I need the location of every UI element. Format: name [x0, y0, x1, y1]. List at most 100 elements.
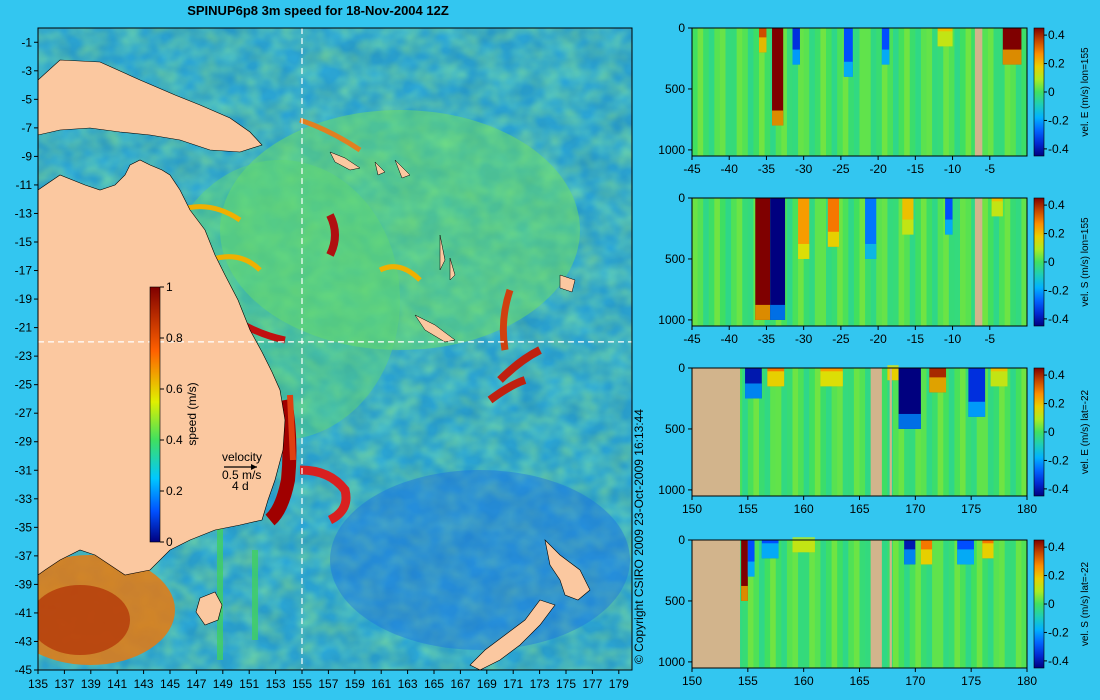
map-x-tick-label: 137 [54, 677, 74, 691]
map-y-tick-label: -31 [15, 463, 33, 477]
map-x-tick-label: 173 [530, 677, 550, 691]
section-y-tick-label: 1000 [658, 655, 685, 669]
section-stripe [703, 198, 710, 326]
section-colorbar-tick-label: -0.2 [1048, 113, 1069, 127]
southern-ocean-hot-core [38, 585, 130, 655]
section-stripe [971, 198, 978, 326]
section-stripe [865, 368, 872, 496]
map-y-tick-label: -7 [21, 121, 32, 135]
section-stripe [725, 198, 732, 326]
section-stripe [881, 368, 888, 496]
section-stripe [697, 28, 704, 156]
section-land [870, 540, 882, 668]
ocean-green-zone [220, 110, 580, 350]
map-x-tick-label: 159 [345, 677, 365, 691]
section-stripe [1021, 368, 1028, 496]
section-stripe [937, 198, 944, 326]
section-stripe [1010, 368, 1017, 496]
section-stripe [853, 28, 860, 156]
section-stripe [848, 540, 855, 668]
section-stripe [753, 368, 760, 496]
speed-colorbar-tick-label: 0.2 [166, 484, 183, 498]
section-stripe [1015, 368, 1022, 496]
section-stripe [742, 540, 749, 668]
section-stripe [742, 28, 749, 156]
section-stripe [987, 368, 994, 496]
section-stripe [960, 28, 967, 156]
section-stripe [859, 198, 866, 326]
section-x-tick-label: 175 [961, 674, 981, 688]
section-feature-fade [865, 243, 877, 259]
section-stripe [999, 198, 1006, 326]
map-y-tick-label: -41 [15, 606, 33, 620]
section-stripe [965, 28, 972, 156]
section-feature [843, 28, 853, 77]
section-stripe [915, 28, 922, 156]
section-x-tick-label: 155 [738, 502, 758, 516]
section-stripe [714, 198, 721, 326]
section-y-tick-label: 0 [678, 21, 685, 35]
map-x-tick-label: 141 [107, 677, 127, 691]
section-stripe [915, 368, 922, 496]
section-colorbar-tick-label: -0.2 [1048, 625, 1069, 639]
map-x-tick-label: 177 [582, 677, 602, 691]
section-x-tick-label: 150 [682, 502, 702, 516]
section-stripe [993, 198, 1000, 326]
section-feature-fade [827, 231, 840, 247]
section-stripe [982, 368, 989, 496]
section-stripe [786, 198, 793, 326]
section-stripe [853, 540, 860, 668]
map-y-tick-label: -39 [15, 577, 33, 591]
section-stripe [859, 540, 866, 668]
section-stripe [881, 198, 888, 326]
section-stripe [1021, 198, 1028, 326]
section-stripe [932, 28, 939, 156]
section-stripe [870, 28, 877, 156]
section-stripe [876, 198, 883, 326]
section-y-tick-label: 0 [678, 191, 685, 205]
section-colorbar [1033, 27, 1045, 157]
section-stripe [943, 368, 950, 496]
section-stripe [759, 28, 766, 156]
map-x-ticks: 135 137 139 141 143 145 147 149 151 153 155 157 159 1… [28, 670, 629, 691]
section-stripe [809, 28, 816, 156]
section-stripe [960, 368, 967, 496]
map-y-tick-label: -43 [15, 634, 33, 648]
section-stripe [948, 198, 955, 326]
section-y-tick-label: 500 [665, 252, 685, 266]
section-x-tick-label: -35 [758, 332, 776, 346]
section-land [889, 540, 892, 668]
new-zealand-north [544, 539, 591, 601]
section-frame [691, 197, 1028, 327]
section-feature-fade [759, 37, 767, 53]
section-feature-fade [968, 401, 986, 417]
eddy [487, 346, 542, 404]
section-stripe [898, 28, 905, 156]
section-stripe [932, 368, 939, 496]
map-x-tick-label: 167 [450, 677, 470, 691]
section-panels: -45 -40 -35 -30 -25 -20 -15 -10 -5 0 500 1000 0.4 0.2… [658, 21, 1091, 688]
speed-colorbar-tick-label: 0.8 [166, 331, 183, 345]
section-y-tick-label: 500 [665, 594, 685, 608]
eddy [299, 117, 362, 153]
section-stripe [876, 28, 883, 156]
section-stripe [954, 540, 961, 668]
section-stripe [809, 198, 816, 326]
section-colorbar-tick-label: 0.2 [1048, 569, 1065, 583]
section-stripe [943, 540, 950, 668]
section-stripe [982, 28, 989, 156]
section-feature [827, 198, 840, 247]
section-x-tick-label: -45 [683, 162, 701, 176]
section-stripe [987, 28, 994, 156]
section-colorbar-tick-label: 0 [1048, 425, 1055, 439]
map-y-tick-label: -19 [15, 292, 33, 306]
section-colorbar-label: vel. S (m/s) lon=155 [1080, 217, 1091, 307]
section-land [889, 368, 892, 496]
section-stripe [904, 368, 911, 496]
section-stripe [954, 368, 961, 496]
section-x-tick-label: 180 [1017, 502, 1037, 516]
section-stripe [893, 28, 900, 156]
map-y-tick-label: -33 [15, 492, 33, 506]
section-stripe [1021, 28, 1028, 156]
section-x-tick-label: -5 [984, 332, 995, 346]
